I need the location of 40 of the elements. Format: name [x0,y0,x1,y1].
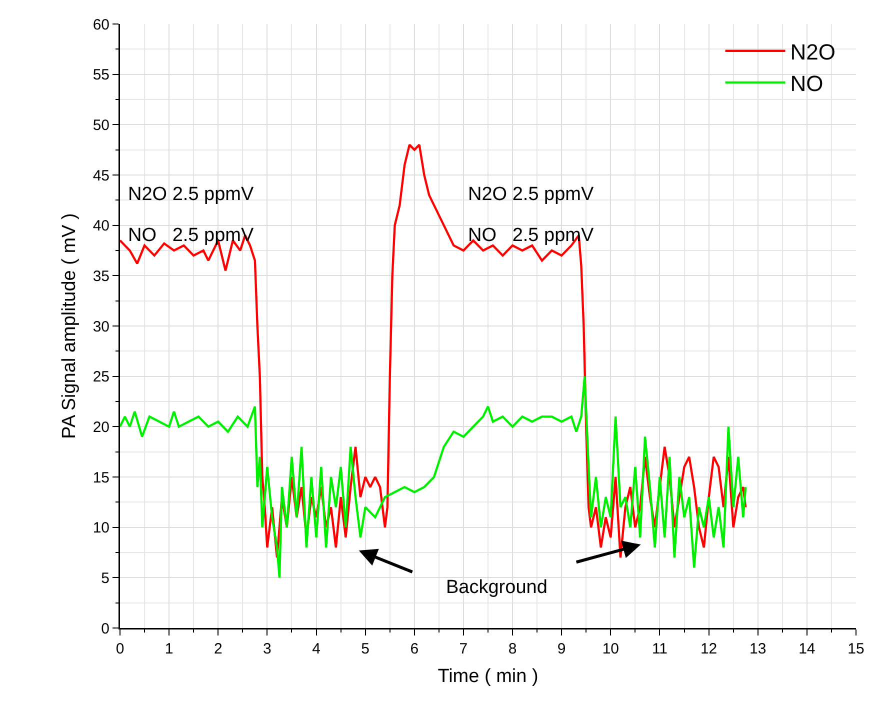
y-tick-label: 60 [92,16,110,34]
x-tick-label: 4 [312,640,320,658]
annotation: N2O 2.5 ppmV [128,184,254,205]
annotation: NO 2.5 ppmV [128,225,254,246]
y-tick-label: 50 [92,116,110,134]
x-tick-label: 0 [116,640,124,658]
legend-label: N2O [790,39,836,64]
x-tick-label: 12 [700,640,718,658]
line-series [120,375,747,579]
y-tick-label: 20 [92,418,110,436]
y-tick-label: 40 [92,218,110,235]
annotation: NO 2.5 ppmV [468,225,594,246]
x-tick-label: 8 [508,640,517,658]
y-axis-title: PA Signal amplitude ( mV ) [58,213,80,439]
annotation: N2O 2.5 ppmV [468,184,594,205]
x-axis-title: Time ( min ) [438,666,538,688]
x-tick-label: 11 [652,640,668,658]
x-tick-label: 15 [848,640,864,658]
y-tick-label: 55 [92,66,110,84]
x-tick-label: 7 [459,640,468,658]
y-tick-label: 15 [92,469,110,486]
legend-label: NO [790,71,824,96]
y-tick-label: 25 [92,368,110,386]
y-tick-label: 0 [101,620,110,638]
y-tick-label: 30 [92,318,110,336]
x-tick-label: 6 [410,640,419,658]
x-tick-label: 1 [164,640,174,658]
x-tick-label: 3 [263,640,272,658]
y-tick-label: 45 [92,167,110,184]
x-tick-label: 14 [798,640,816,658]
x-tick-label: 10 [602,640,620,658]
y-tick-label: 10 [92,520,110,537]
x-tick-label: 13 [750,640,766,658]
annotation: Background [446,577,548,598]
y-tick-label: 5 [101,570,110,587]
y-tick-label: 35 [92,268,110,285]
line-series [120,144,747,559]
x-tick-label: 9 [557,640,566,658]
x-tick-label: 5 [361,640,370,658]
x-tick-label: 2 [214,640,222,658]
